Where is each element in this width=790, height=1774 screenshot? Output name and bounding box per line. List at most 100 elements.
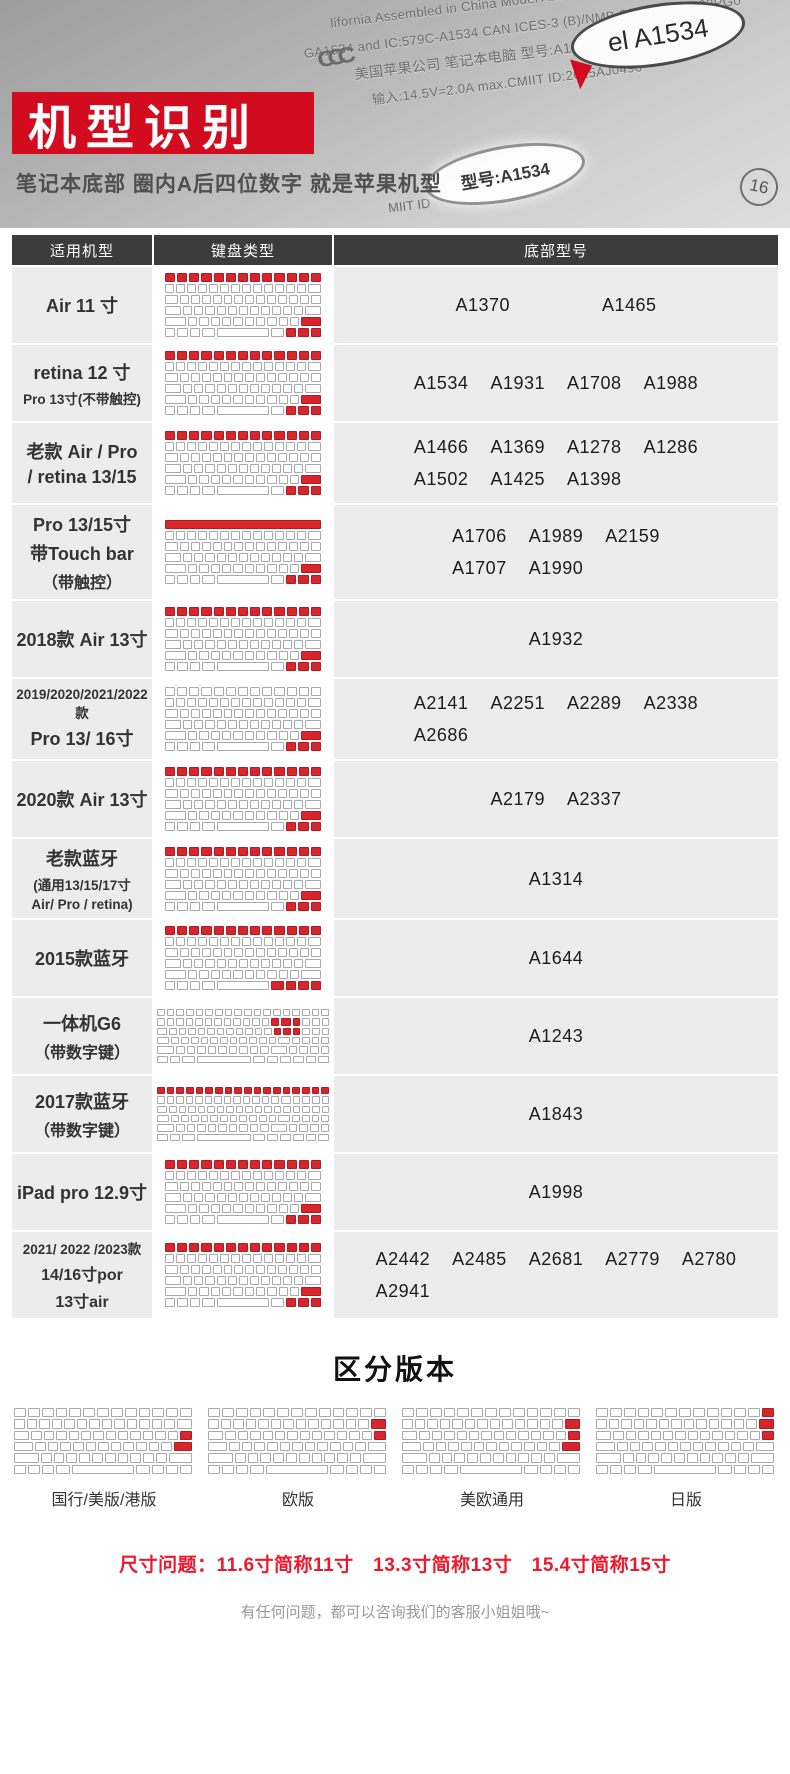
model-code: A1989 [528,526,584,546]
keyboard-cell [154,423,332,503]
model-name-line: Air/ Pro / retina) [31,897,133,912]
model-code-line: A1644 [529,942,584,974]
model-codes: A1314 [529,863,584,895]
model-name-line: 14/16寸por [41,1267,123,1284]
model-code: A1707 [452,558,507,578]
model-codes-cell: A1314 [334,839,778,918]
model-codes: A1466 A1369 A1278 A1286 A1502 A1425 A1398 [414,431,698,495]
model-codes-cell: A1706 A1989 A2159 A1707 A1990 [334,505,778,599]
model-code: A1988 [643,373,699,393]
keyboard-cell [154,679,332,759]
model-codes: A1843 [529,1098,584,1130]
keyboard-illustration [165,351,322,415]
model-code: A2686 [413,725,469,745]
model-code-line: A1534 A1931 A1708 A1988 [414,367,698,399]
table-row: 一体机G6 （带数字键） A1243 [12,998,778,1074]
model-code-line: A2941 [376,1275,737,1307]
model-codes-cell: A1466 A1369 A1278 A1286 A1502 A1425 A1398 [334,423,778,503]
keyboard-illustration [596,1408,775,1474]
model-code: A2941 [375,1281,431,1301]
model-code-line: A1932 [529,623,584,655]
model-name-cell: 一体机G6 （带数字键） [12,998,152,1074]
keyboard-cell [154,920,332,996]
model-name-line: 2018款 Air 13寸 [16,630,148,650]
model-code: A2159 [605,526,660,546]
keyboard-illustration [165,1243,322,1307]
table-row: 2015款蓝牙 A1644 [12,920,778,996]
model-codes-cell: A2141 A2251 A2289 A2338 A2686 [334,679,778,759]
model-code-line: A2141 A2251 A2289 A2338 [414,687,698,719]
table-row: 老款蓝牙 (通用13/15/17寸 Air/ Pro / retina) A1314 [12,839,778,918]
version-label: 国行/美版/港版 [51,1492,157,1509]
keyboard-illustration [165,1160,322,1224]
model-name-line: iPad pro 12.9寸 [16,1183,148,1203]
model-codes-cell: A1932 [334,601,778,677]
version-item: 美欧通用 [402,1408,582,1510]
table-row: 2020款 Air 13寸 A2179 A2337 [12,761,778,837]
model-code: A1843 [528,1104,584,1124]
model-table: 适用机型 键盘类型 底部型号 Air 11 寸 A1370 A1465 retin… [0,235,790,1318]
model-code: A1931 [490,373,545,393]
model-name-line: （带触控） [41,575,122,592]
model-code-line: A1466 A1369 A1278 A1286 [414,431,698,463]
model-codes: A1706 A1989 A2159 A1707 A1990 [452,520,660,584]
model-code: A1534 [413,373,469,393]
model-code-line: A1998 [529,1176,584,1208]
table-row: 老款 Air / Pro / retina 13/15 A1466 A1369 A12… [12,423,778,503]
keyboard-cell [154,345,332,421]
model-codes: A2141 A2251 A2289 A2338 A2686 [414,687,698,751]
model-name-line: Air 11 寸 [45,296,119,316]
table-row: retina 12 寸 Pro 13寸(不带触控) A1534 A1931 A1708… [12,345,778,421]
circle-16-badge: 16 [736,164,782,210]
model-codes-cell: A1243 [334,998,778,1074]
model-code: A2338 [643,693,699,713]
header-keyboard-type: 键盘类型 [154,235,332,265]
model-code: A2442 [375,1249,431,1269]
model-code: A1370 [455,295,510,315]
model-name-line: 2019/2020/2021/2022款 [16,687,148,721]
model-code: A1314 [528,868,584,889]
keyboard-cell [154,267,332,343]
model-code-line: A1502 A1425 A1398 [414,463,698,495]
version-item: 欧版 [208,1408,388,1510]
keyboard-cell [154,1232,332,1318]
model-codes-cell: A2179 A2337 [334,761,778,837]
model-code-line: A1843 [529,1098,584,1130]
model-codes-cell: A1370 A1465 [334,267,778,343]
keyboard-illustration [165,926,322,990]
model-name-cell: 2017款蓝牙 （带数字键） [12,1076,152,1152]
table-row: Pro 13/15寸 带Touch bar （带触控） A1706 A1989 A215… [12,505,778,599]
model-code: A1398 [567,469,622,489]
model-code: A1706 [452,526,507,546]
model-name-line: （带数字键） [33,1122,130,1140]
model-name-line: / retina 13/15 [27,467,137,487]
model-codes-cell: A1843 [334,1076,778,1152]
model-name-cell: 老款 Air / Pro / retina 13/15 [12,423,152,503]
model-codes: A1998 [529,1176,584,1208]
model-name-line: retina 12 寸 [33,362,131,383]
model-code: A1243 [528,1026,584,1046]
model-name-line: 2020款 Air 13寸 [16,790,148,810]
model-codes: A1932 [529,623,584,655]
version-label: 欧版 [281,1492,314,1509]
keyboard-illustration [165,431,322,495]
keyboard-illustration [165,607,322,671]
footer-note: 有任何问题，都可以咨询我们的客服小姐姐哦~ [240,1604,550,1621]
table-row: 2017款蓝牙 （带数字键） A1843 [12,1076,778,1152]
keyboard-cell [154,1076,332,1152]
model-name-cell: 2018款 Air 13寸 [12,601,152,677]
model-number-circle: 型号:A1534 [420,132,590,216]
model-code: A2179 [490,789,545,809]
model-name-cell: 2019/2020/2021/2022款 Pro 13/ 16寸 [12,679,152,759]
model-codes: A1243 [529,1020,584,1052]
model-name-line: 2021/ 2022 /2023款 [22,1242,142,1257]
model-code-line: A2686 [414,719,698,751]
model-code-line: A1314 [529,863,584,895]
model-code: A1644 [528,948,584,968]
model-code: A1465 [602,295,657,315]
model-codes-cell: A1998 [334,1154,778,1230]
keyboard-cell [154,601,332,677]
model-name-line: 2017款蓝牙 [34,1091,130,1112]
model-codes: A2179 A2337 [490,783,621,815]
